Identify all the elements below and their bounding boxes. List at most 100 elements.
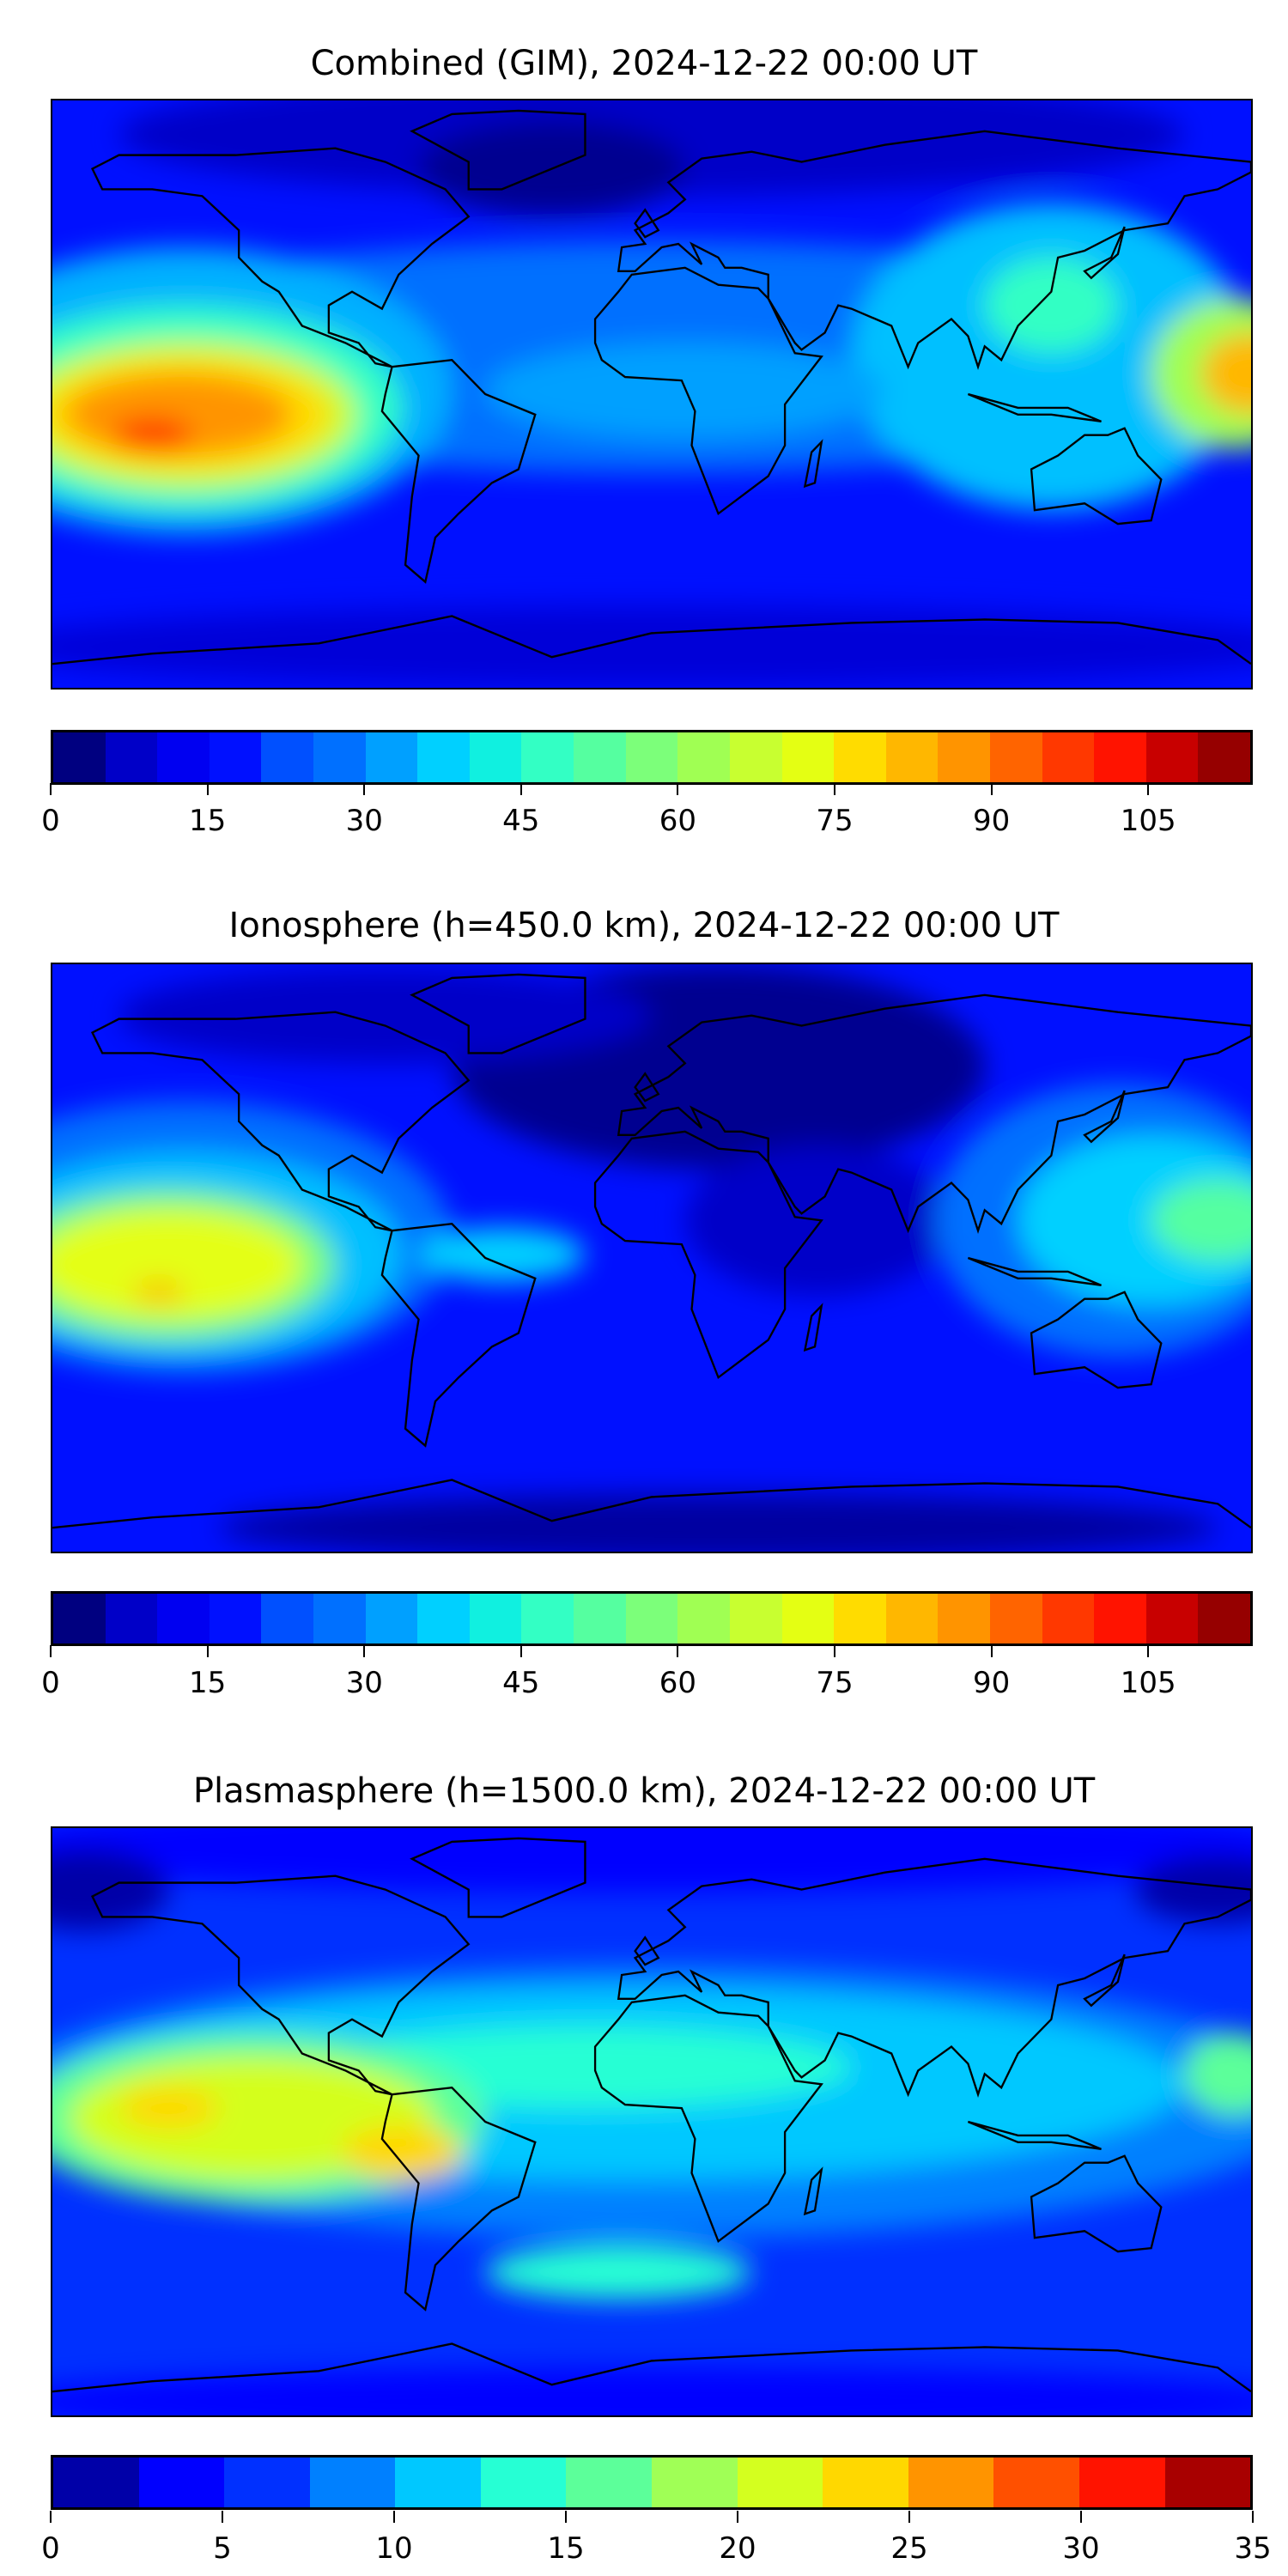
colorbar-tick-label: 5 [213, 2531, 232, 2566]
colorbar-tick-label: 15 [188, 1666, 227, 1700]
colorbar-segment [53, 732, 106, 782]
colorbar-segment [209, 732, 262, 782]
colorbar-segment [938, 732, 990, 782]
colorbar-segment [989, 732, 1042, 782]
colorbar-segment [53, 2458, 139, 2507]
colorbar-tick-label: 0 [41, 2531, 60, 2566]
colorbar-segment [834, 1594, 886, 1643]
plot-title-combined: Combined (GIM), 2024-12-22 00:00 UT [310, 44, 978, 83]
colorbar-tick-label: 45 [502, 1666, 540, 1700]
colorbar-segment [1094, 1594, 1146, 1643]
colorbar-tick-mark [206, 1645, 209, 1657]
colorbar-tick-label: 105 [1120, 804, 1176, 838]
plot-title-ionosphere: Ionosphere (h=450.0 km), 2024-12-22 00:0… [228, 906, 1060, 945]
colorbar-tick-mark [834, 1645, 836, 1657]
colorbar-tick-label: 90 [973, 804, 1011, 838]
colorbar-tick-mark [50, 1645, 52, 1657]
colorbar-segment [1094, 732, 1146, 782]
colorbar-segment [395, 2458, 481, 2507]
colorbar-segment [53, 1594, 106, 1643]
colorbar-tick-mark [393, 2511, 395, 2523]
colorbar-segment [1164, 2458, 1251, 2507]
colorbar-tick-mark [222, 2511, 223, 2523]
colorbar-segment [157, 732, 210, 782]
colorbar-segment [574, 732, 626, 782]
colorbar-segment [313, 732, 366, 782]
heatmap-combined [52, 100, 1251, 688]
colorbar-tick-mark [1252, 2511, 1254, 2523]
colorbar-tick-label: 0 [41, 1666, 60, 1700]
plot-title-plasmasphere: Plasmasphere (h=1500.0 km), 2024-12-22 0… [192, 1771, 1096, 1811]
colorbar-tick-label: 20 [719, 2531, 756, 2566]
colorbar-segment [677, 732, 730, 782]
colorbar-combined [51, 730, 1253, 785]
colorbar-tick-label: 90 [973, 1666, 1011, 1700]
colorbar-segment [993, 2458, 1079, 2507]
colorbar-tick-label: 30 [345, 804, 383, 838]
colorbar-tick-label: 10 [375, 2531, 413, 2566]
colorbar-tick-mark [677, 1645, 679, 1657]
colorbar-segment [105, 1594, 158, 1643]
colorbar-tick-mark [363, 1645, 366, 1657]
colorbar-ticks-combined: 0 15 30 45 60 75 90 105 [41, 783, 1253, 843]
colorbar-tick-label: 60 [659, 804, 697, 838]
colorbar-tick-mark [1147, 1645, 1150, 1657]
heatmap-plasmasphere [52, 1828, 1251, 2415]
colorbar-segment [1198, 732, 1251, 782]
colorbar-tick-mark [737, 2511, 738, 2523]
colorbar-tick-label: 30 [345, 1666, 383, 1700]
colorbar-segment [677, 1594, 730, 1643]
colorbar-segment [469, 1594, 522, 1643]
colorbar-tick-label: 45 [502, 804, 540, 838]
map-combined-gim [51, 99, 1253, 690]
colorbar-tick-label: 30 [1062, 2531, 1100, 2566]
colorbar-segment [625, 1594, 678, 1643]
colorbar-tick-mark [990, 783, 993, 795]
colorbar-segment [737, 2458, 823, 2507]
colorbar-segment [729, 732, 782, 782]
colorbar-tick-mark [1147, 783, 1150, 795]
colorbar-tick-mark [363, 783, 366, 795]
colorbar-ticks-plasmasphere: 0 5 10 15 20 25 30 35 [41, 2511, 1272, 2571]
colorbar-segment [566, 2458, 653, 2507]
colorbar-tick-mark [1080, 2511, 1082, 2523]
colorbar-segment [885, 1594, 939, 1643]
colorbar-segment [908, 2458, 994, 2507]
colorbar-tick-mark [519, 783, 522, 795]
colorbar-tick-label: 15 [188, 804, 227, 838]
colorbar-segment [309, 2458, 396, 2507]
colorbar-segment [834, 732, 886, 782]
colorbar-tick-label: 75 [816, 804, 854, 838]
colorbar-tick-mark [50, 783, 52, 795]
colorbar-segment [157, 1594, 210, 1643]
colorbar-segment [365, 1594, 418, 1643]
colorbar-tick-label: 15 [547, 2531, 585, 2566]
colorbar-segment [469, 732, 522, 782]
map-plasmasphere [51, 1826, 1253, 2417]
colorbar-tick-mark [908, 2511, 910, 2523]
colorbar-segment [261, 732, 314, 782]
colorbar-segment [365, 732, 418, 782]
colorbar-segment [313, 1594, 366, 1643]
colorbar-tick-label: 0 [41, 804, 60, 838]
colorbar-tick-mark [677, 783, 679, 795]
colorbar-segment [938, 1594, 990, 1643]
colorbar-ionosphere [51, 1591, 1253, 1646]
colorbar-segment [885, 732, 939, 782]
colorbar-tick-mark [206, 783, 209, 795]
colorbar-segment [781, 1594, 835, 1643]
colorbar-segment [1042, 1594, 1095, 1643]
colorbar-segment [1145, 732, 1199, 782]
colorbar-segment [989, 1594, 1042, 1643]
colorbar-tick-mark [990, 1645, 993, 1657]
colorbar-segment [729, 1594, 782, 1643]
colorbar-tick-label: 75 [816, 1666, 854, 1700]
colorbar-tick-label: 105 [1120, 1666, 1176, 1700]
map-ionosphere [51, 963, 1253, 1553]
colorbar-tick-label: 60 [659, 1666, 697, 1700]
colorbar-segment [781, 732, 835, 782]
colorbar-segment [224, 2458, 310, 2507]
colorbar-segment [105, 732, 158, 782]
colorbar-segment [1145, 1594, 1199, 1643]
colorbar-segment [823, 2458, 908, 2507]
